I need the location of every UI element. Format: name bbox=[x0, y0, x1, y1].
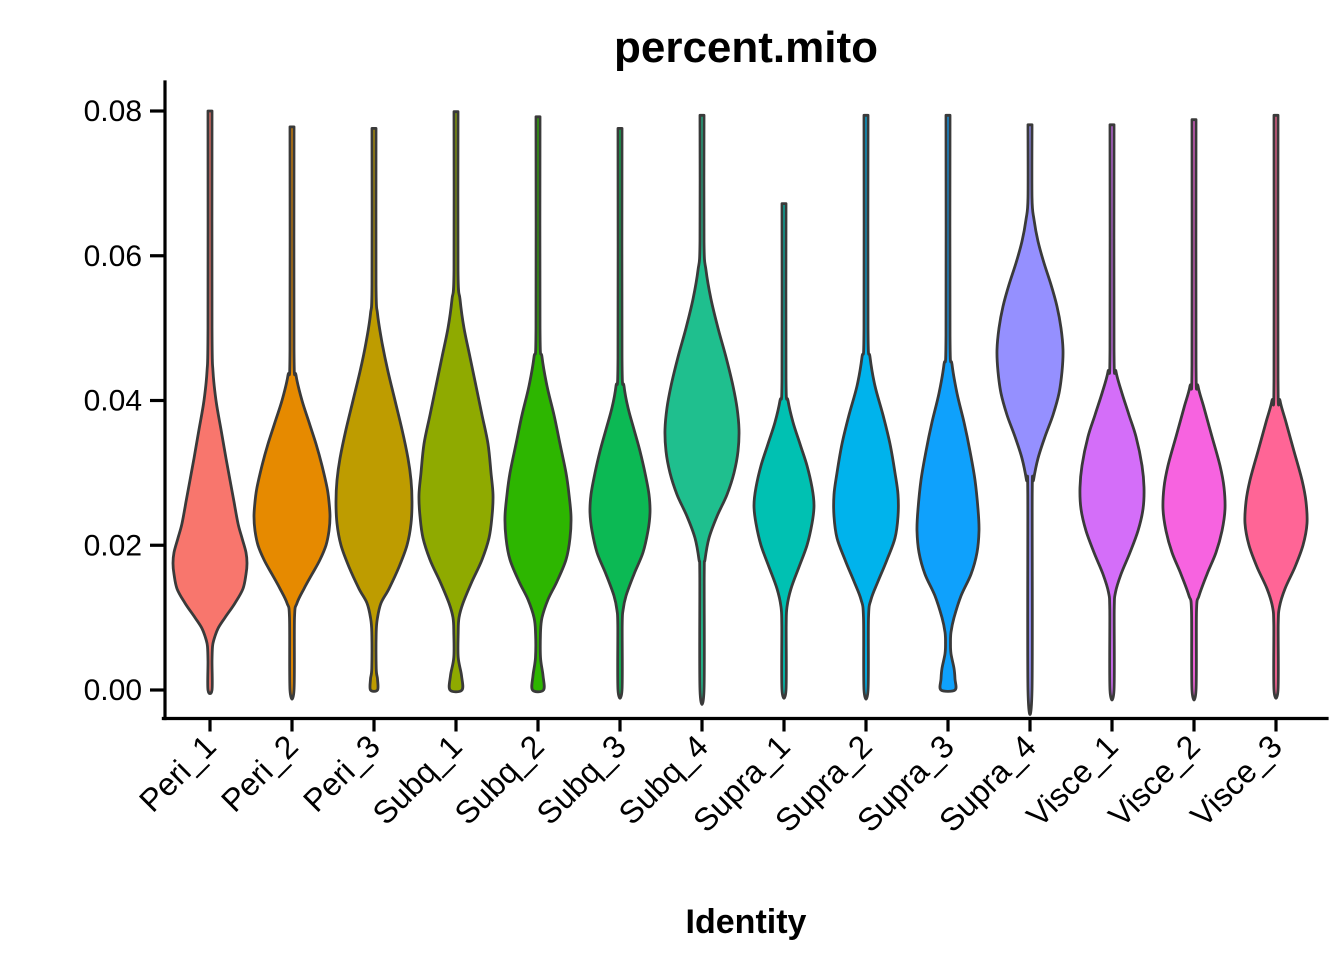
violin-Supra_2 bbox=[832, 113, 900, 701]
x-axis-title: Identity bbox=[686, 903, 807, 941]
x-tick-label-Visce_2: Visce_2 bbox=[1101, 728, 1207, 834]
chart-title: percent.mito bbox=[614, 23, 878, 72]
x-tick-label-Visce_3: Visce_3 bbox=[1183, 728, 1289, 834]
violin-Visce_1 bbox=[1078, 123, 1146, 702]
x-tick-label-Subq_1: Subq_1 bbox=[365, 728, 468, 831]
x-tick-label-Subq_3: Subq_3 bbox=[529, 728, 632, 831]
x-tick-label-Subq_2: Subq_2 bbox=[447, 728, 550, 831]
violin-Visce_2 bbox=[1161, 118, 1227, 702]
x-tick-label-Visce_1: Visce_1 bbox=[1019, 728, 1125, 834]
y-tick-label: 0.06 bbox=[84, 240, 142, 273]
y-tick-label: 0.00 bbox=[84, 674, 142, 707]
violins-group bbox=[171, 109, 1309, 716]
violin-Peri_3 bbox=[334, 127, 414, 693]
violin-Peri_2 bbox=[252, 125, 332, 701]
violin-Visce_3 bbox=[1243, 113, 1309, 700]
y-tick-label: 0.04 bbox=[84, 385, 142, 418]
violin-Supra_1 bbox=[752, 202, 816, 700]
x-tick-label-Peri_2: Peri_2 bbox=[214, 728, 305, 819]
violin-Subq_3 bbox=[588, 127, 652, 700]
violin-Subq_4 bbox=[663, 113, 741, 706]
violin-Supra_4 bbox=[995, 123, 1065, 716]
x-tick-label-Peri_1: Peri_1 bbox=[132, 728, 223, 819]
violin-Supra_3 bbox=[915, 113, 981, 693]
y-tick-label: 0.02 bbox=[84, 529, 142, 562]
y-tick-label: 0.08 bbox=[84, 95, 142, 128]
violin-Peri_1 bbox=[171, 109, 249, 695]
violin-Subq_1 bbox=[417, 110, 495, 694]
violin-Subq_2 bbox=[503, 115, 573, 694]
